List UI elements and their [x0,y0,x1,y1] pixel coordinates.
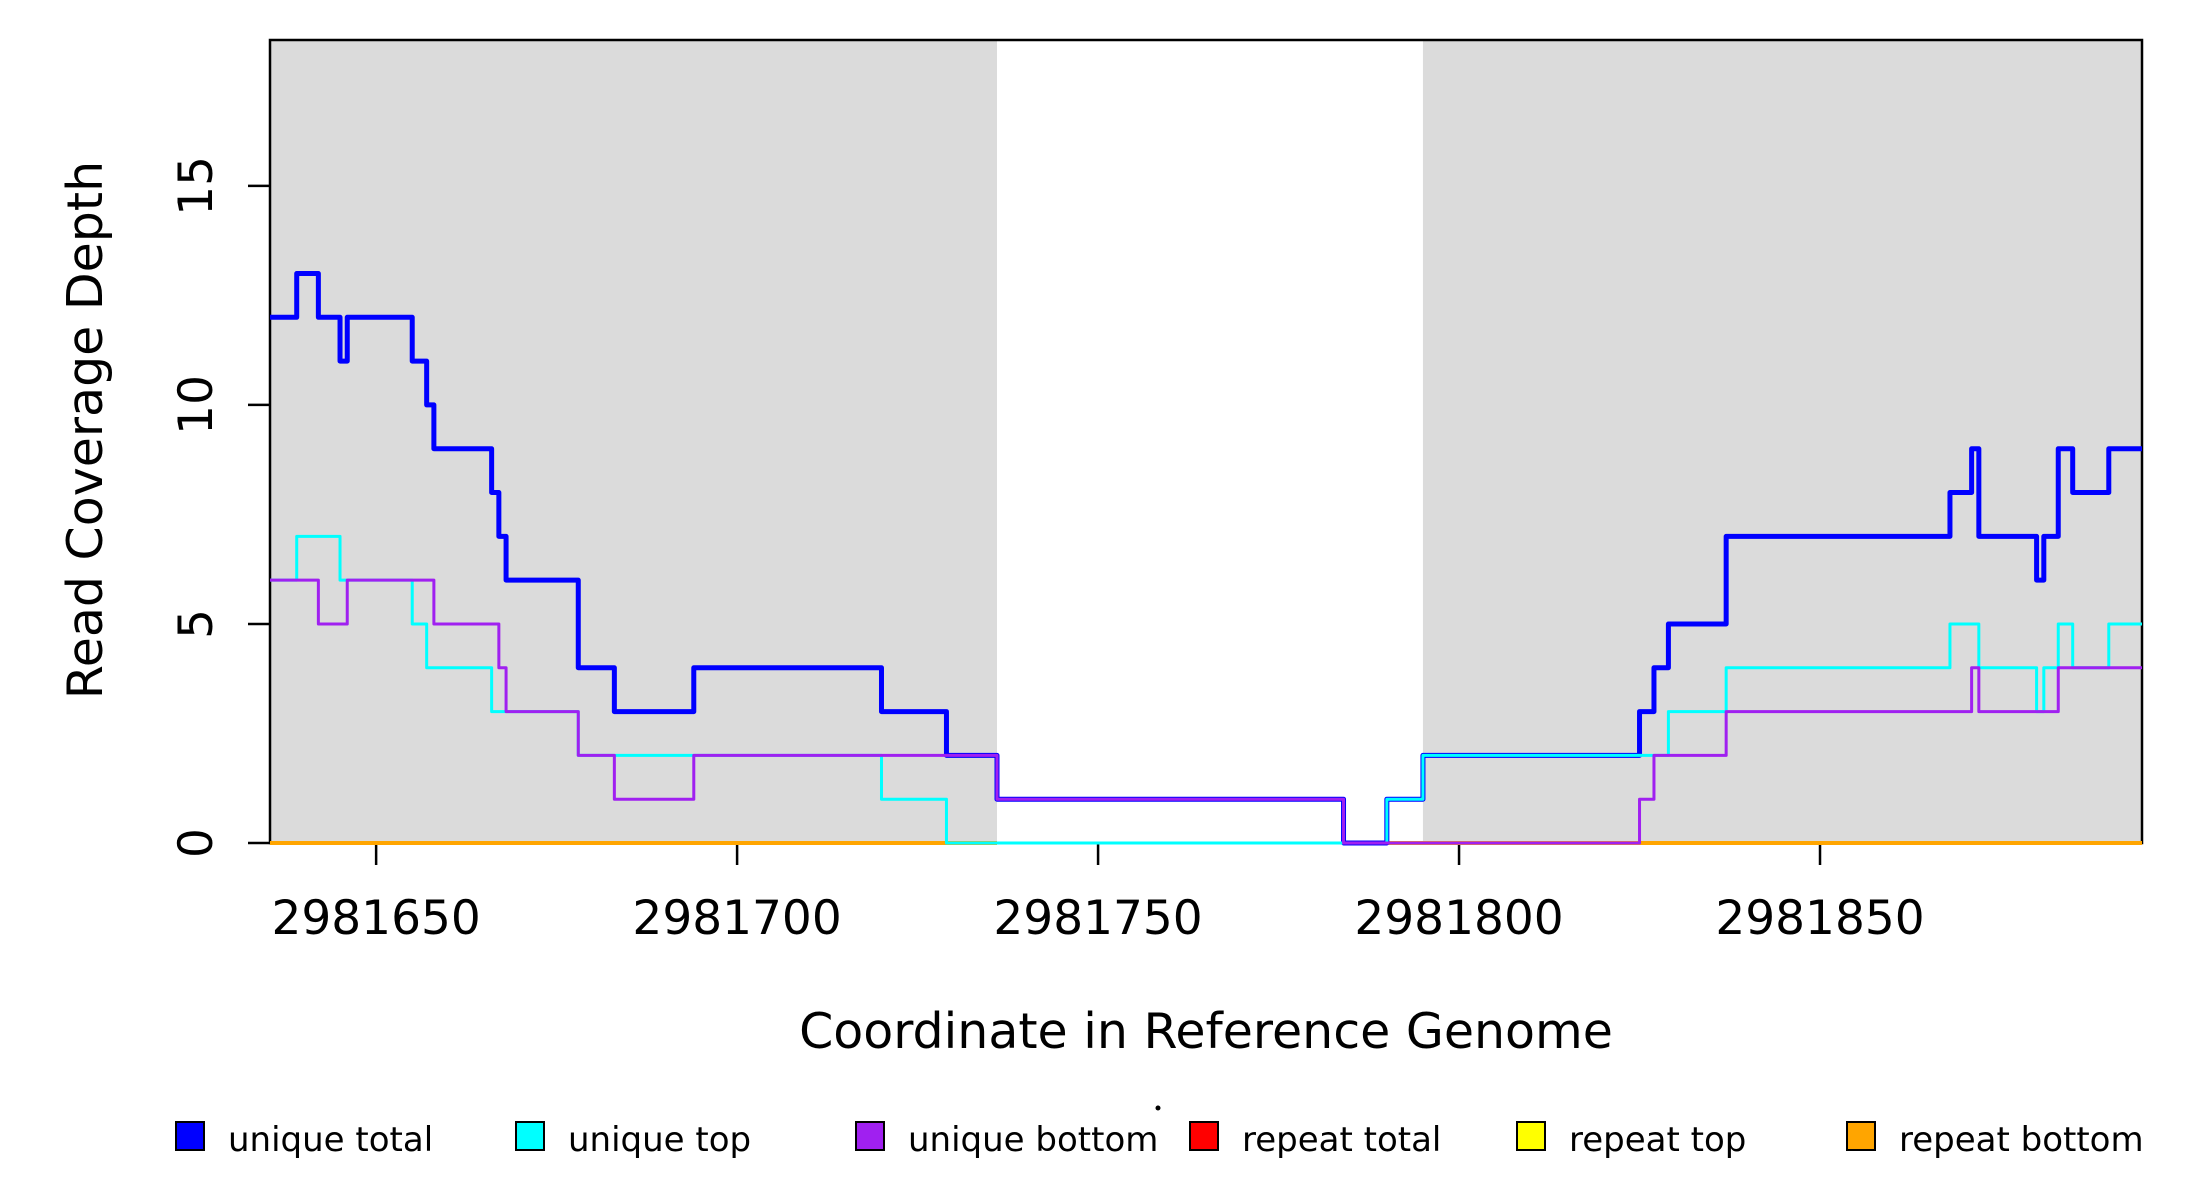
legend-item-repeat-top: repeat top [1516,1120,1746,1160]
legend-swatch-repeat-top [1516,1121,1546,1151]
y-tick-label: 15 [169,156,224,216]
x-axis: 2981650 2981700 2981750 2981800 2981850 [271,843,1925,946]
legend-swatch-unique-bottom [855,1121,885,1151]
x-tick-label: 2981850 [1715,891,1924,946]
legend-swatch-repeat-total [1189,1121,1219,1151]
repeat-region-right [1422,40,2142,843]
legend-label-unique-top: unique top [568,1120,751,1160]
legend-item-unique-top: unique top [515,1120,751,1160]
x-tick-label: 2981650 [271,891,480,946]
series-unique-bottom [270,578,2142,845]
legend: unique total unique top unique bottom repea… [175,1120,2144,1160]
legend-label-repeat-top: repeat top [1569,1120,1746,1160]
x-tick-label: 2981800 [1354,891,1563,946]
y-tick-label: 10 [169,375,224,435]
y-axis: 0 5 10 15 [169,156,270,858]
repeat-region-left [270,40,997,843]
x-tick-label: 2981700 [632,891,841,946]
y-tick-label: 5 [169,609,224,639]
legend-label-repeat-total: repeat total [1242,1120,1441,1160]
y-tick-label: 0 [169,828,224,858]
legend-item-repeat-total: repeat total [1189,1120,1441,1160]
legend-label-repeat-bottom: repeat bottom [1899,1120,2144,1160]
legend-label-unique-total: unique total [228,1120,433,1160]
series-lines [270,270,2142,846]
stray-dot [1155,1105,1161,1111]
legend-label-unique-bottom: unique bottom [908,1120,1158,1160]
legend-swatch-repeat-bottom [1846,1121,1876,1151]
y-axis-title: Read Coverage Depth [57,161,114,699]
x-axis-title: Coordinate in Reference Genome [799,1003,1613,1060]
legend-item-repeat-bottom: repeat bottom [1846,1120,2144,1160]
x-tick-label: 2981750 [993,891,1202,946]
legend-swatch-unique-top [515,1121,545,1151]
legend-swatch-unique-total [175,1121,205,1151]
legend-item-unique-bottom: unique bottom [855,1120,1158,1160]
series-unique-top [270,534,2142,845]
legend-item-unique-total: unique total [175,1120,433,1160]
